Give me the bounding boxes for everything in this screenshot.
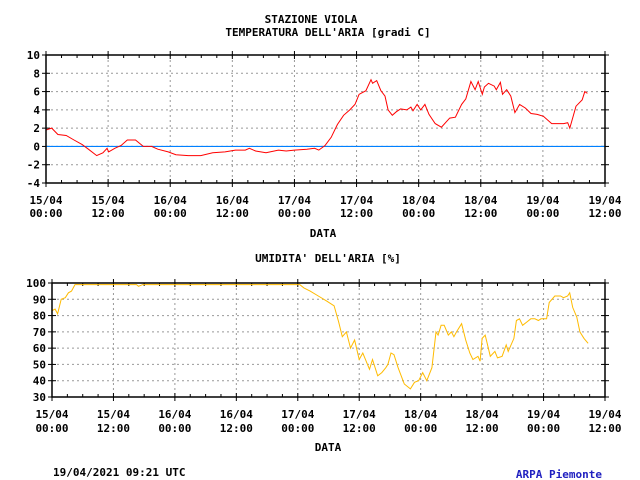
temperature-plot-frame — [45, 54, 606, 184]
humidity-y-tick-label: 70 — [33, 326, 46, 339]
humidity-x-tick-label-time: 00:00 — [35, 422, 68, 435]
temperature-x-tick-label-time: 12:00 — [92, 207, 125, 220]
humidity-series-line — [51, 284, 589, 390]
temperature-x-tick-label-time: 00:00 — [154, 207, 187, 220]
temperature-x-tick-label-time: 00:00 — [278, 207, 311, 220]
temperature-x-tick-label-time: 12:00 — [588, 207, 621, 220]
temperature-x-tick-label-time: 00:00 — [29, 207, 62, 220]
humidity-x-tick-label-date: 18/04 — [404, 408, 437, 421]
humidity-x-tick-label-time: 12:00 — [97, 422, 130, 435]
temperature-y-tick-label: 2 — [33, 122, 40, 135]
temperature-x-tick-label-time: 00:00 — [402, 207, 435, 220]
temperature-y-tick-label: -2 — [27, 159, 40, 172]
temperature-x-tick-label-date: 18/04 — [464, 194, 497, 207]
temperature-x-tick-label-date: 17/04 — [278, 194, 311, 207]
humidity-x-tick-label-date: 15/04 — [97, 408, 130, 421]
humidity-plot-frame — [51, 282, 606, 398]
humidity-x-tick-label-time: 00:00 — [527, 422, 560, 435]
humidity-x-tick-label-time: 00:00 — [404, 422, 437, 435]
humidity-x-tick-label-date: 19/04 — [527, 408, 560, 421]
footer-brand: ARPA Piemonte — [516, 468, 602, 480]
temperature-y-tick-label: 0 — [33, 140, 40, 153]
humidity-y-tick-label: 30 — [33, 391, 46, 404]
temperature-x-tick-label-time: 12:00 — [464, 207, 497, 220]
temperature-x-tick-label-date: 19/04 — [526, 194, 559, 207]
temperature-chart-title: TEMPERATURA DELL'ARIA [gradi C] — [225, 26, 430, 39]
humidity-x-axis-label: DATA — [315, 441, 342, 454]
temperature-y-tick-label: 8 — [33, 67, 40, 80]
temperature-x-tick-label-time: 00:00 — [526, 207, 559, 220]
humidity-x-tick-label-time: 12:00 — [588, 422, 621, 435]
humidity-x-tick-label-date: 16/04 — [158, 408, 191, 421]
station-title: STAZIONE VIOLA — [265, 13, 358, 26]
temperature-x-tick-label-date: 18/04 — [402, 194, 435, 207]
footer-timestamp: 19/04/2021 09:21 UTC — [53, 466, 185, 479]
temperature-y-tick-label: 6 — [33, 86, 40, 99]
temperature-y-tick-label: 4 — [33, 104, 40, 117]
humidity-y-tick-label: 60 — [33, 342, 46, 355]
humidity-y-tick-label: 50 — [33, 358, 46, 371]
temperature-x-tick-label-date: 15/04 — [92, 194, 125, 207]
temperature-x-tick-label-date: 15/04 — [29, 194, 62, 207]
temperature-x-tick-label-date: 19/04 — [588, 194, 621, 207]
humidity-x-tick-label-date: 17/04 — [281, 408, 314, 421]
humidity-x-tick-label-time: 12:00 — [466, 422, 499, 435]
temperature-x-tick-label-time: 12:00 — [216, 207, 249, 220]
temperature-series-line — [45, 78, 588, 157]
humidity-y-tick-label: 100 — [26, 277, 46, 290]
temperature-chart: -4-2024681015/0400:0015/0412:0016/0400:0… — [27, 49, 622, 220]
humidity-x-tick-label-date: 17/04 — [343, 408, 376, 421]
humidity-x-tick-label-time: 12:00 — [220, 422, 253, 435]
humidity-y-tick-label: 90 — [33, 293, 46, 306]
temperature-x-axis-label: DATA — [310, 227, 337, 240]
humidity-y-tick-label: 80 — [33, 310, 46, 323]
humidity-y-tick-label: 40 — [33, 375, 46, 388]
humidity-x-tick-label-time: 00:00 — [281, 422, 314, 435]
temperature-y-tick-label: -4 — [27, 177, 41, 190]
temperature-x-tick-label-time: 12:00 — [340, 207, 373, 220]
temperature-y-tick-label: 10 — [27, 49, 40, 62]
humidity-x-tick-label-date: 15/04 — [35, 408, 68, 421]
temperature-x-tick-label-date: 17/04 — [340, 194, 373, 207]
humidity-x-tick-label-time: 12:00 — [343, 422, 376, 435]
humidity-x-tick-label-time: 00:00 — [158, 422, 191, 435]
humidity-chart: 3040506070809010015/0400:0015/0412:0016/… — [26, 277, 622, 435]
temperature-x-tick-label-date: 16/04 — [154, 194, 187, 207]
humidity-x-tick-label-date: 16/04 — [220, 408, 253, 421]
humidity-x-tick-label-date: 18/04 — [466, 408, 499, 421]
humidity-chart-title: UMIDITA' DELL'ARIA [%] — [255, 252, 401, 265]
temperature-x-tick-label-date: 16/04 — [216, 194, 249, 207]
humidity-x-tick-label-date: 19/04 — [588, 408, 621, 421]
